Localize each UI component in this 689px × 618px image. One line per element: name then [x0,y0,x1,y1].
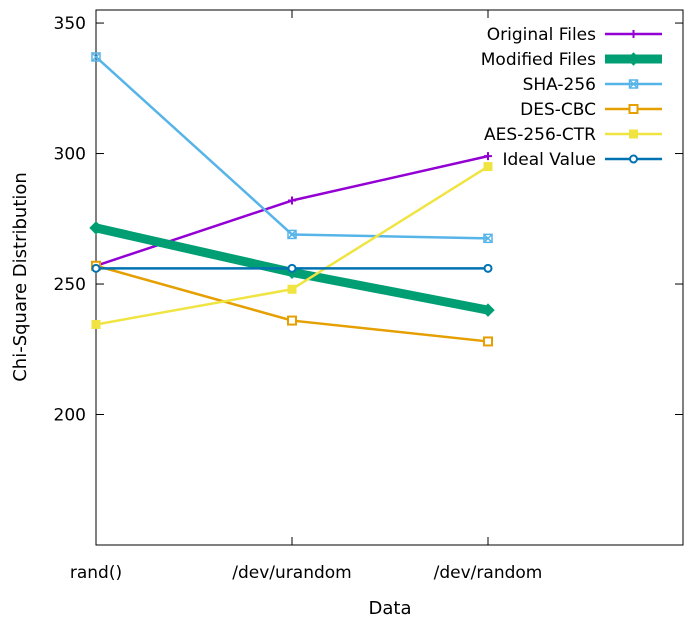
x-marker [483,233,493,243]
square-marker [628,79,639,89]
point-marker [629,154,638,164]
legend-item: AES-256-CTR [484,125,662,145]
square-marker [287,229,297,240]
y-tick-label: 300 [54,145,86,165]
legend-label: Original Files [487,25,596,45]
series-ideal-value [91,263,493,273]
x-tick-label: rand() [70,563,122,583]
legend-item: Ideal Value [503,150,662,170]
open-circle-marker [91,263,101,273]
point-marker [288,196,296,205]
open-square-marker [483,336,493,347]
series-aes-256-ctr [91,162,493,329]
legend-label: SHA-256 [523,75,596,95]
filled-square-marker [629,129,638,139]
point-marker [628,79,639,89]
filled-square-marker [287,284,297,294]
legend-label: Modified Files [481,50,596,70]
point-marker [484,152,492,161]
x-axis: rand() /dev/urandom/dev/random [70,10,542,583]
point-marker [89,221,103,235]
point-marker [91,319,101,329]
point-marker [481,303,495,317]
x-marker [287,229,297,239]
legend-item: Original Files [487,25,662,45]
point-marker [287,229,297,240]
point-marker [483,263,493,273]
point-marker [629,129,638,139]
y-axis-title: Chi-Square Distribution [10,172,31,382]
point-marker [91,263,101,273]
point-marker [91,52,101,62]
y-tick-label: 350 [54,14,86,34]
plus-marker [288,196,296,205]
x-marker [91,52,101,62]
point-marker [628,104,639,114]
legend-item: SHA-256 [523,75,662,95]
diamond-marker [626,52,641,66]
point-marker [287,284,297,294]
legend-label: DES-CBC [520,100,596,120]
diamond-marker [89,221,103,235]
point-marker [483,233,493,244]
point-marker [287,263,297,273]
point-marker [483,162,493,172]
series-group [89,52,495,347]
open-circle-marker [483,263,493,273]
series-line-sha-256 [95,56,489,240]
plus-marker [484,152,492,161]
point-marker [483,336,493,347]
point-marker [629,30,638,38]
open-circle-marker [287,263,297,273]
series-original-files [92,152,492,270]
open-circle-marker [629,154,638,164]
open-square-marker [287,315,297,326]
series-line-original-files [95,154,489,267]
square-marker [91,52,101,62]
y-tick-label: 250 [54,275,86,295]
diamond-marker [481,303,495,317]
filled-square-marker [91,319,101,329]
legend-label: AES-256-CTR [484,125,596,145]
legend: Original Files Modified Files SHA-256 DES-C… [481,25,662,170]
plot-frame [95,9,684,546]
open-square-marker [628,104,639,114]
x-axis-title: Data [369,598,412,618]
plus-marker [629,30,638,38]
legend-label: Ideal Value [503,150,597,170]
legend-item: DES-CBC [520,100,662,120]
x-tick-label: /dev/urandom [232,563,351,583]
point-marker [626,52,641,66]
legend-item: Modified Files [481,50,662,70]
square-marker [483,233,493,244]
x-marker [628,79,639,89]
series-sha-256 [91,52,493,244]
point-marker [287,315,297,326]
x-tick-label: /dev/random [434,563,543,583]
y-tick-label: 200 [54,406,86,426]
filled-square-marker [483,162,493,172]
y-axis: 200 250 300 350 [54,14,683,426]
